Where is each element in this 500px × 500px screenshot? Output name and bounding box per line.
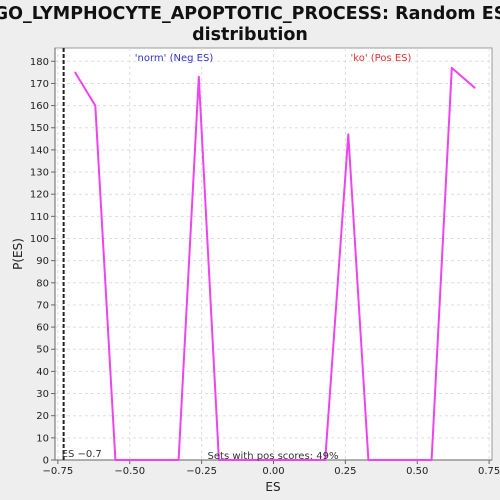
data-point	[324, 459, 327, 461]
x-tick-label-4: 0.25	[334, 466, 356, 477]
data-point	[473, 86, 476, 89]
y-tick-label-3: 30	[36, 389, 49, 400]
y-tick-label-17: 170	[30, 79, 49, 90]
grid-lines	[55, 48, 492, 461]
y-tick-label-5: 50	[36, 345, 49, 356]
data-point	[367, 459, 370, 461]
x-tick-label-0: −0.75	[43, 466, 74, 477]
data-point	[217, 459, 220, 461]
y-tick-label-14: 140	[30, 145, 49, 156]
data-point	[407, 459, 410, 461]
data-point	[304, 459, 307, 461]
pos-es-annotation: 'ko' (Pos ES)	[351, 53, 412, 64]
axes: −0.75 −0.50 −0.25 0.00 0.25 0.50 0.75 0 10 20 30 40…	[30, 48, 500, 477]
y-axis-label: P(ES)	[11, 238, 25, 270]
y-tick-label-9: 90	[36, 256, 49, 267]
x-tick-label-1: −0.50	[114, 466, 145, 477]
x-tick-label-2: −0.25	[186, 466, 217, 477]
x-tick-label-5: 0.50	[406, 466, 428, 477]
x-tick-label-6: 0.75	[478, 466, 500, 477]
chart-title-line-2: distribution	[192, 25, 308, 45]
y-tick-label-7: 70	[36, 300, 49, 311]
y-tick-label-18: 180	[30, 57, 49, 68]
data-point	[450, 67, 453, 69]
data-point	[197, 75, 200, 78]
y-tick-label-8: 80	[36, 278, 49, 289]
y-tick-label-10: 100	[30, 234, 49, 245]
data-point	[238, 459, 240, 461]
y-tick-label-0: 0	[43, 456, 49, 467]
y-tick-label-6: 60	[36, 323, 49, 334]
data-point	[258, 459, 261, 461]
y-tick-label-1: 10	[36, 433, 49, 444]
data-point	[430, 459, 433, 461]
data-point	[134, 459, 137, 461]
pos-scores-annotation: Sets with pos scores: 49%	[208, 451, 339, 462]
y-tick-label-12: 120	[30, 190, 49, 201]
data-point	[154, 459, 157, 461]
chart-title-line-1: GO_LYMPHOCYTE_APOPTOTIC_PROCESS: Random …	[0, 4, 500, 24]
marker-layer: ES −0.7	[62, 48, 102, 460]
neg-es-annotation: 'norm' (Neg ES)	[135, 53, 214, 64]
x-tick-label-3: 0.00	[262, 466, 284, 477]
es-marker-label: ES −0.7	[62, 449, 102, 460]
y-tick-label-2: 20	[36, 411, 49, 422]
data-point	[387, 459, 390, 461]
data-point	[74, 71, 77, 74]
x-axis-label: ES	[265, 480, 280, 494]
series-line-0	[74, 66, 476, 461]
data-point	[347, 133, 350, 136]
data-point	[114, 459, 117, 461]
y-tick-label-4: 40	[36, 367, 49, 378]
data-point	[94, 104, 97, 107]
y-tick-label-15: 150	[30, 123, 49, 134]
y-tick-label-13: 130	[30, 168, 49, 179]
y-tick-label-11: 110	[30, 212, 49, 223]
data-point	[284, 459, 286, 461]
series-layer	[74, 66, 476, 461]
data-point	[177, 459, 180, 461]
y-tick-label-16: 160	[30, 101, 49, 112]
